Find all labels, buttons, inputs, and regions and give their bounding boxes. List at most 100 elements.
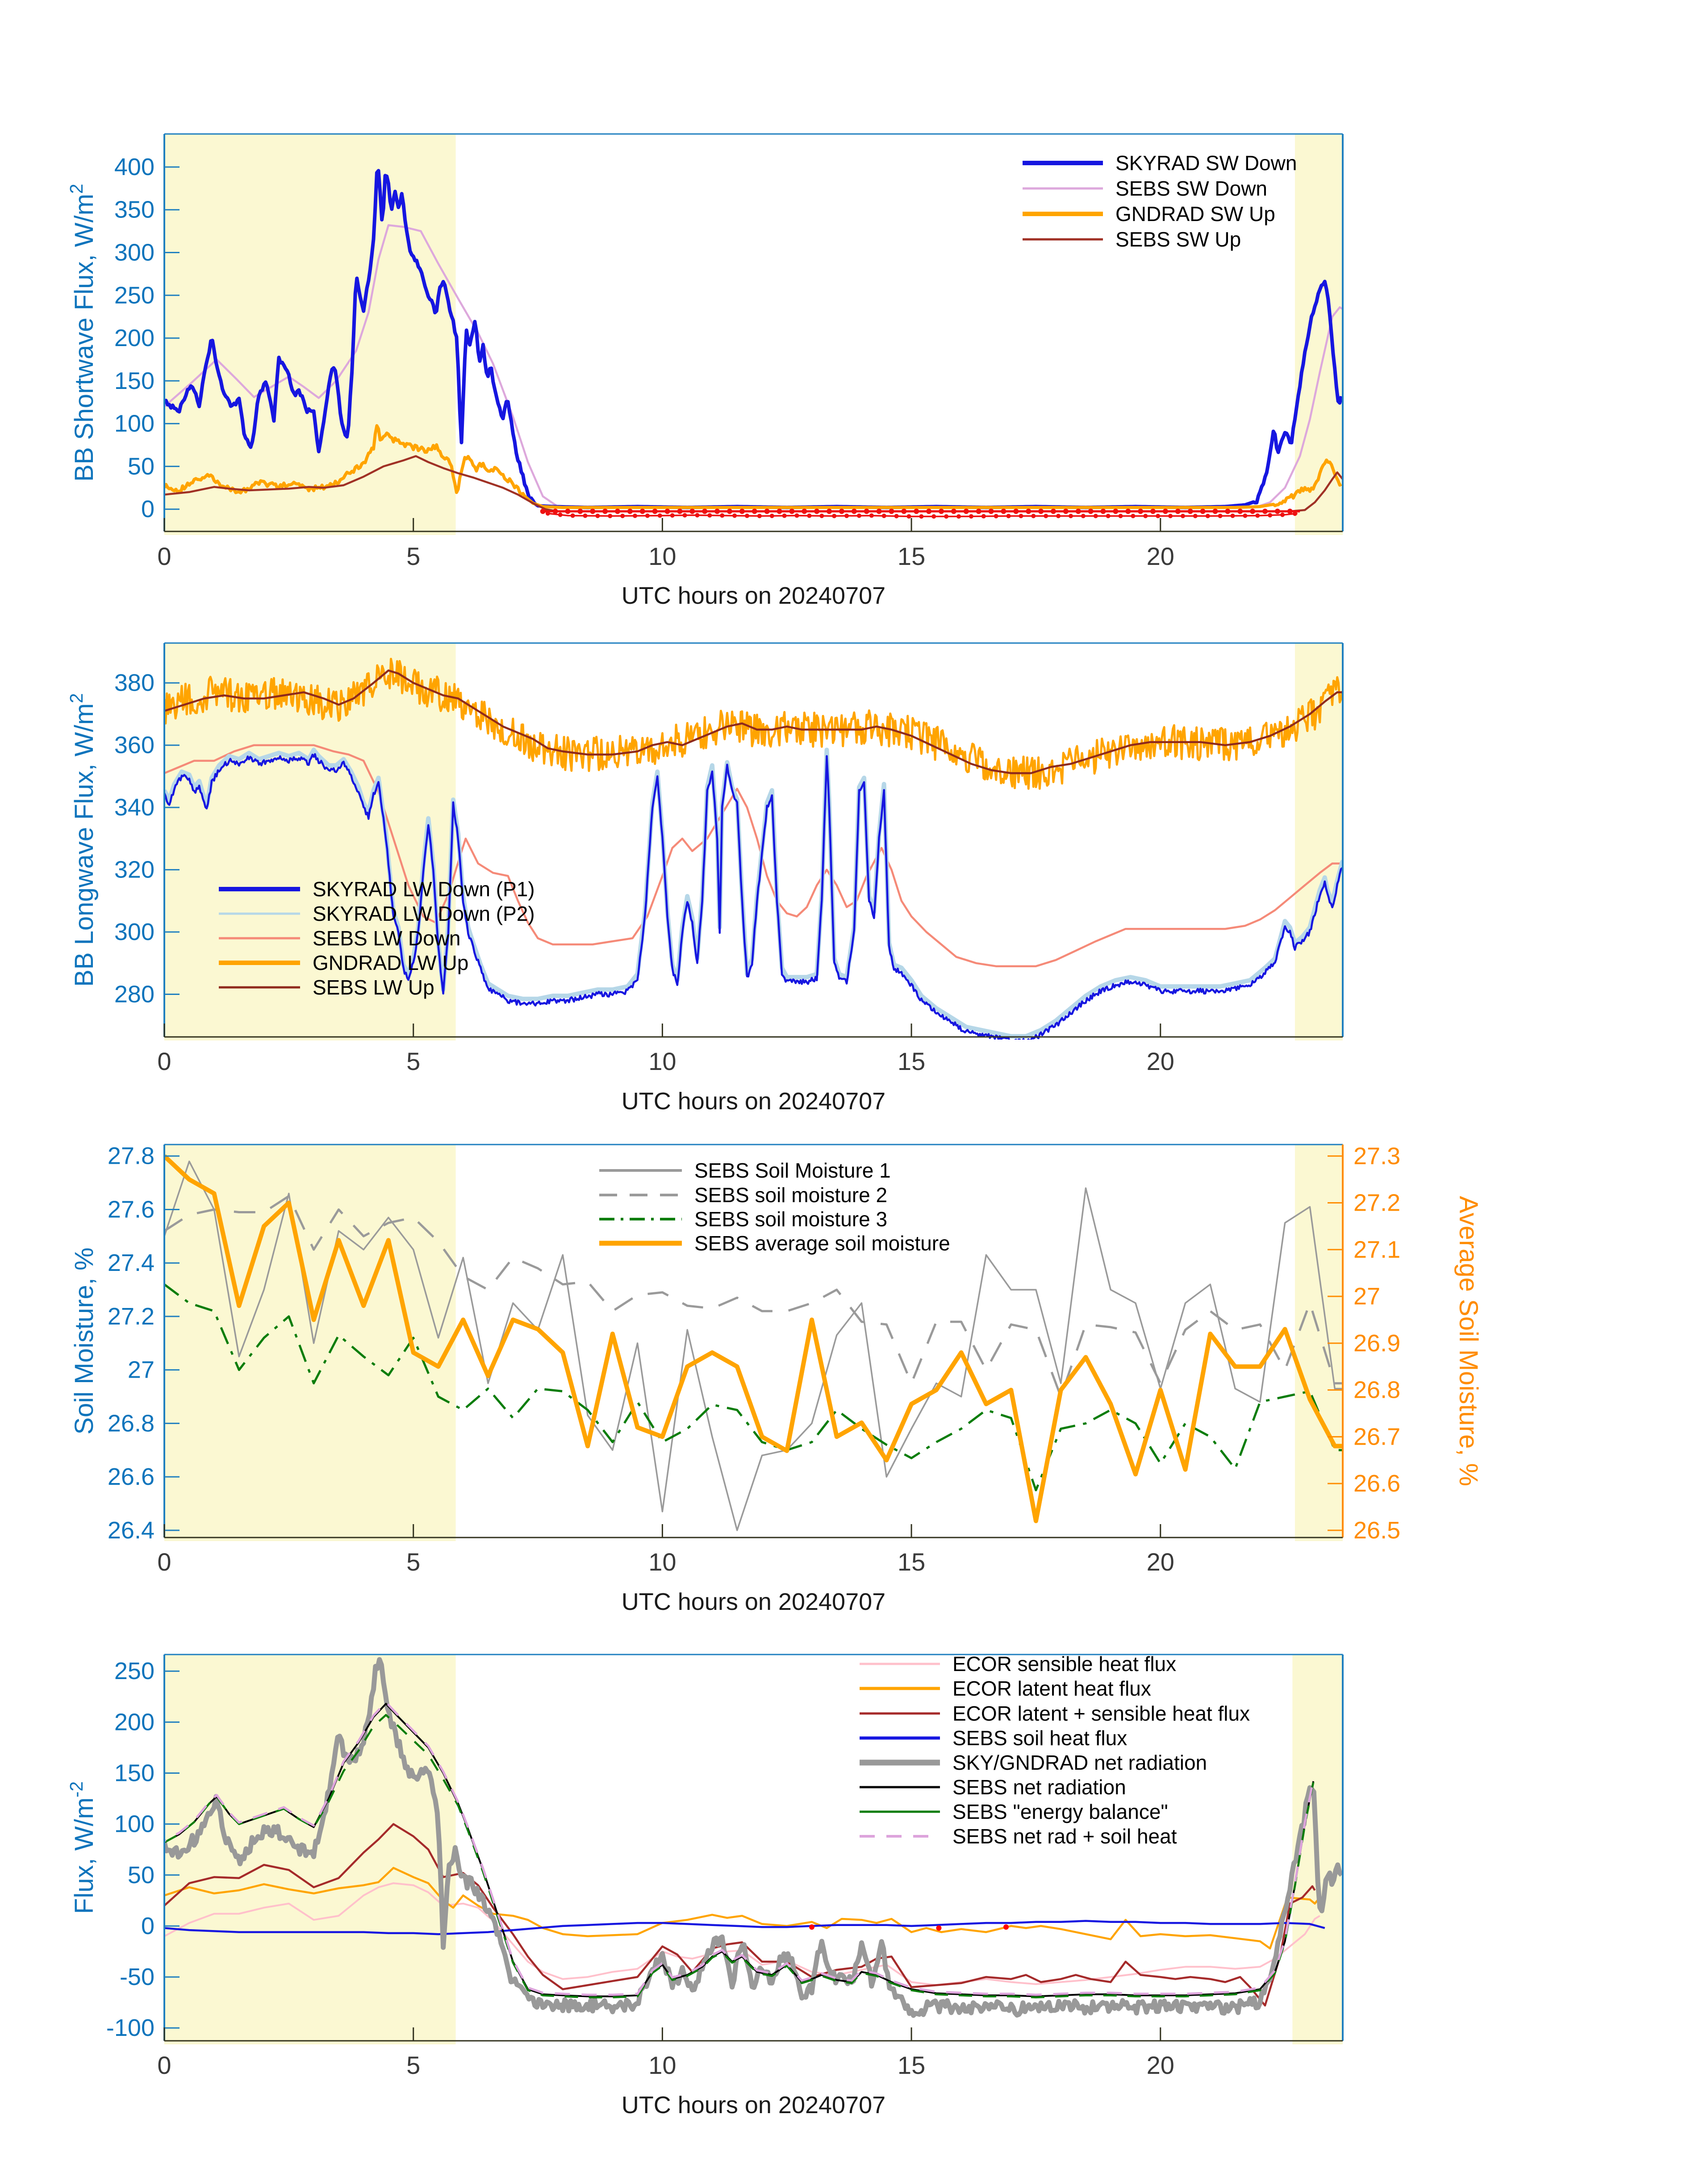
- p1-xtick-label-10: 10: [648, 542, 676, 570]
- p1-ytick-label-50: 50: [128, 453, 155, 480]
- p4-legend-label-0: ECOR sensible heat flux: [952, 1652, 1176, 1676]
- p4-legend-label-2: ECOR latent + sensible heat flux: [952, 1702, 1250, 1725]
- p2-legend-label-4: SEBS LW Up: [313, 976, 434, 999]
- p4-xtick-label-10: 10: [648, 2051, 676, 2079]
- p4-night-band-0: [164, 1655, 456, 2044]
- p1-ytick-label-300: 300: [114, 239, 155, 266]
- p4-ytick-label--100: -100: [106, 2014, 155, 2041]
- p3-ytick-label-27: 27: [128, 1357, 155, 1383]
- p2-xtick-label-10: 10: [648, 1047, 676, 1075]
- p4-ytick-label-100: 100: [114, 1811, 155, 1838]
- p4-series-sebs-net-rad-soil-heat: [164, 1701, 1315, 1996]
- p2-xtick-label-20: 20: [1147, 1047, 1174, 1075]
- p4-ytick-label-200: 200: [114, 1709, 155, 1735]
- p2-night-band-1: [1295, 643, 1343, 1040]
- p4-legend-label-4: SKY/GNDRAD net radiation: [952, 1751, 1207, 1774]
- p3-ytick-label-27.4: 27.4: [108, 1249, 155, 1276]
- p2-series-sebs-lw-down: [164, 744, 1343, 967]
- p3-ytick-label-26.8: 26.8: [108, 1410, 155, 1437]
- p1-legend-label-1: SEBS SW Down: [1115, 177, 1267, 200]
- p1-series-sebs-sw-up: [164, 455, 1343, 513]
- p4-ylabel: Flux, W/m-2: [66, 1781, 99, 1914]
- p3-ytick-right-label-26.5: 26.5: [1353, 1517, 1400, 1544]
- p1-series-gndrad-sw-up: [164, 424, 1342, 509]
- p2-legend-label-3: GNDRAD LW Up: [313, 951, 468, 974]
- p1-ytick-label-150: 150: [114, 368, 155, 394]
- p3-ytick-right-label-26.6: 26.6: [1353, 1470, 1400, 1497]
- p4-xlabel: UTC hours on 20240707: [622, 2092, 885, 2119]
- p3-ylabel: Soil Moisture, %: [70, 1247, 99, 1434]
- p1-ytick-label-400: 400: [114, 154, 155, 180]
- panel-4: -100 -50 0 50 100 150 200 250 0 5 10 15 20 UTC hours …: [66, 1652, 1344, 2119]
- p1-night-band-1: [1295, 134, 1343, 535]
- p4-xtick-label-5: 5: [406, 2051, 420, 2079]
- p2-xtick-label-5: 5: [406, 1047, 420, 1075]
- p1-xtick-label-20: 20: [1147, 542, 1174, 570]
- p3-ytick-right-label-26.9: 26.9: [1353, 1330, 1400, 1357]
- p3-ytick-label-26.6: 26.6: [108, 1463, 155, 1490]
- p2-legend-label-2: SEBS LW Down: [313, 927, 460, 950]
- p1-xtick-label-15: 15: [898, 542, 925, 570]
- p1-xtick-label-0: 0: [157, 542, 171, 570]
- p3-ytick-right-label-27.2: 27.2: [1353, 1190, 1400, 1216]
- p3-ytick-right-label-27.1: 27.1: [1353, 1236, 1400, 1263]
- p1-ytick-label-250: 250: [114, 282, 155, 309]
- p2-xtick-label-15: 15: [898, 1047, 925, 1075]
- p3-series-sebs-soil-moisture-2: [164, 1195, 1343, 1398]
- p4-series-sebs-soil-heat-flux: [164, 1920, 1325, 1935]
- p1-markers-4: [540, 508, 1293, 514]
- p4-legend-label-3: SEBS soil heat flux: [952, 1726, 1127, 1750]
- p3-ylabel-right: Average Soil Moisture, %: [1454, 1196, 1483, 1486]
- p4-ytick-label-150: 150: [114, 1760, 155, 1787]
- p3-ytick-right-label-27.3: 27.3: [1353, 1143, 1400, 1170]
- p1-markers-5: [545, 511, 1297, 519]
- p4-xtick-label-20: 20: [1147, 2051, 1174, 2079]
- p1-night-band-0: [164, 134, 456, 535]
- p2-ytick-label-380: 380: [114, 669, 155, 696]
- p3-legend-label-3: SEBS average soil moisture: [694, 1232, 950, 1255]
- panel-2: 280 300 320 340 360 380 0 5 10 15 20 UTC hours on 2…: [66, 642, 1344, 1115]
- p4-ytick-label-50: 50: [128, 1862, 155, 1889]
- p3-legend-label-1: SEBS soil moisture 2: [694, 1183, 887, 1207]
- p4-legend-label-1: ECOR latent heat flux: [952, 1677, 1151, 1700]
- p4-legend-label-5: SEBS net radiation: [952, 1776, 1126, 1799]
- p2-legend-label-0: SKYRAD LW Down (P1): [313, 877, 535, 901]
- p4-legend-label-7: SEBS net rad + soil heat: [952, 1825, 1177, 1848]
- p4-legend-label-6: SEBS "energy balance": [952, 1800, 1168, 1823]
- p1-ytick-label-100: 100: [114, 410, 155, 437]
- p4-ytick-label-250: 250: [114, 1658, 155, 1684]
- p3-ytick-label-27.8: 27.8: [108, 1143, 155, 1170]
- p2-ytick-label-320: 320: [114, 857, 155, 883]
- p1-ytick-label-350: 350: [114, 196, 155, 223]
- p4-markers-8: [809, 1924, 1009, 1931]
- p2-legend-label-1: SKYRAD LW Down (P2): [313, 902, 535, 925]
- p3-ytick-right-label-26.8: 26.8: [1353, 1377, 1400, 1404]
- p3-xtick-label-20: 20: [1147, 1548, 1174, 1576]
- p2-xlabel: UTC hours on 20240707: [622, 1088, 885, 1115]
- p3-ytick-label-26.4: 26.4: [108, 1517, 155, 1544]
- p2-ytick-label-300: 300: [114, 919, 155, 945]
- p3-series-sebs-average-soil-moisture: [164, 1154, 1343, 1523]
- panel-1: 0 50 100 150 200 250 300 350 400 0 5 10 15 20 UTC hour…: [66, 133, 1344, 609]
- p4-xtick-label-15: 15: [898, 2051, 925, 2079]
- p3-xtick-label-10: 10: [648, 1548, 676, 1576]
- p3-series-sebs-soil-moisture-3: [164, 1283, 1343, 1492]
- p3-ytick-label-27.2: 27.2: [108, 1303, 155, 1330]
- p3-ytick-label-27.6: 27.6: [108, 1196, 155, 1223]
- p4-xtick-label-0: 0: [157, 2051, 171, 2079]
- p3-xtick-label-15: 15: [898, 1548, 925, 1576]
- p1-series-unlabeled-red-flagged-line-lower: [547, 513, 1298, 518]
- p3-ytick-right-label-26.7: 26.7: [1353, 1423, 1400, 1450]
- p2-series-skyrad-lw-down-p2: [164, 748, 1343, 1039]
- p1-xtick-label-5: 5: [406, 542, 420, 570]
- p2-ylabel: BB Longwave Flux, W/m2: [66, 693, 99, 987]
- p2-ytick-label-340: 340: [114, 794, 155, 821]
- p1-ytick-label-0: 0: [141, 496, 155, 522]
- p2-series-sebs-lw-up: [164, 669, 1343, 774]
- p3-xtick-label-0: 0: [157, 1548, 171, 1576]
- p3-legend-label-0: SEBS Soil Moisture 1: [694, 1159, 891, 1182]
- p2-series-skyrad-lw-down-p1: [164, 753, 1343, 1040]
- p1-ylabel: BB Shortwave Flux, W/m2: [66, 184, 99, 481]
